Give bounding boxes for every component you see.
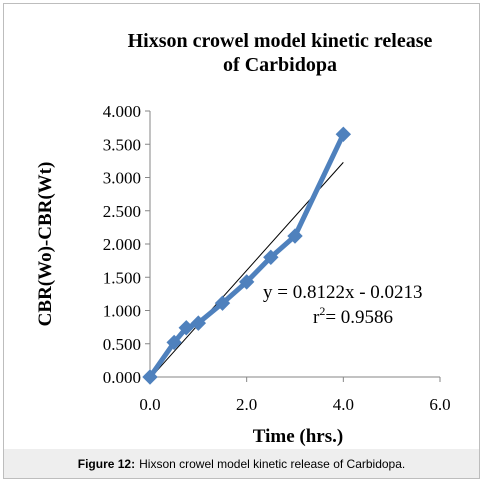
data-point-marker bbox=[190, 315, 207, 331]
y-tick-label: 2.000 bbox=[103, 235, 141, 254]
r-squared-label: r2= 0.9586 bbox=[313, 304, 393, 328]
figure-caption: Figure 12: Hixson crowel model kinetic r… bbox=[4, 449, 479, 478]
y-tick-label: 1.500 bbox=[103, 268, 141, 287]
data-point-marker bbox=[166, 334, 182, 351]
data-point-marker bbox=[178, 320, 194, 336]
figure-frame bbox=[3, 3, 480, 479]
y-tick-label: 3.000 bbox=[103, 169, 141, 188]
x-tick-label: 4.0 bbox=[333, 395, 354, 414]
data-point-marker bbox=[263, 249, 279, 266]
data-point-marker bbox=[335, 126, 352, 142]
y-tick-label: 0.000 bbox=[103, 368, 141, 387]
axes bbox=[149, 111, 440, 378]
y-ticks: 0.000 0.500 1.000 1.500 2.000 2.500 3.000 3.500… bbox=[103, 102, 150, 387]
y-axis-label: CBR(Wo)-CBR(Wt) bbox=[35, 162, 56, 327]
r-squared-sup: 2 bbox=[319, 304, 325, 318]
y-tick-label: 0.500 bbox=[103, 335, 141, 354]
data-point-marker bbox=[214, 295, 231, 311]
caption-label: Figure 12: bbox=[77, 456, 136, 471]
y-tick-label: 3.500 bbox=[103, 135, 141, 154]
x-ticks: 0.0 2.0 4.0 6.0 bbox=[139, 377, 451, 414]
series-group bbox=[142, 126, 352, 385]
x-axis-label: Time (hrs.) bbox=[253, 426, 343, 447]
y-tick-label: 2.500 bbox=[103, 202, 141, 221]
y-tick-label: 1.000 bbox=[103, 302, 141, 321]
chart-title-line2: of Carbidopa bbox=[223, 54, 337, 76]
r-squared-r: r bbox=[313, 307, 320, 328]
chart-title-line1: Hixson crowel model kinetic release bbox=[128, 30, 433, 52]
x-tick-label: 6.0 bbox=[429, 395, 450, 414]
caption-text: Hixson crowel model kinetic release of C… bbox=[139, 456, 406, 471]
data-point-marker bbox=[142, 369, 158, 385]
r-squared-value: = 0.9586 bbox=[325, 307, 393, 328]
data-point-marker bbox=[287, 228, 303, 244]
x-tick-label: 2.0 bbox=[236, 395, 257, 414]
data-point-marker bbox=[238, 274, 255, 290]
y-tick-label: 4.000 bbox=[103, 102, 141, 121]
x-tick-label: 0.0 bbox=[139, 395, 160, 414]
trendline-equation: y = 0.8122x - 0.0213 bbox=[263, 282, 423, 303]
